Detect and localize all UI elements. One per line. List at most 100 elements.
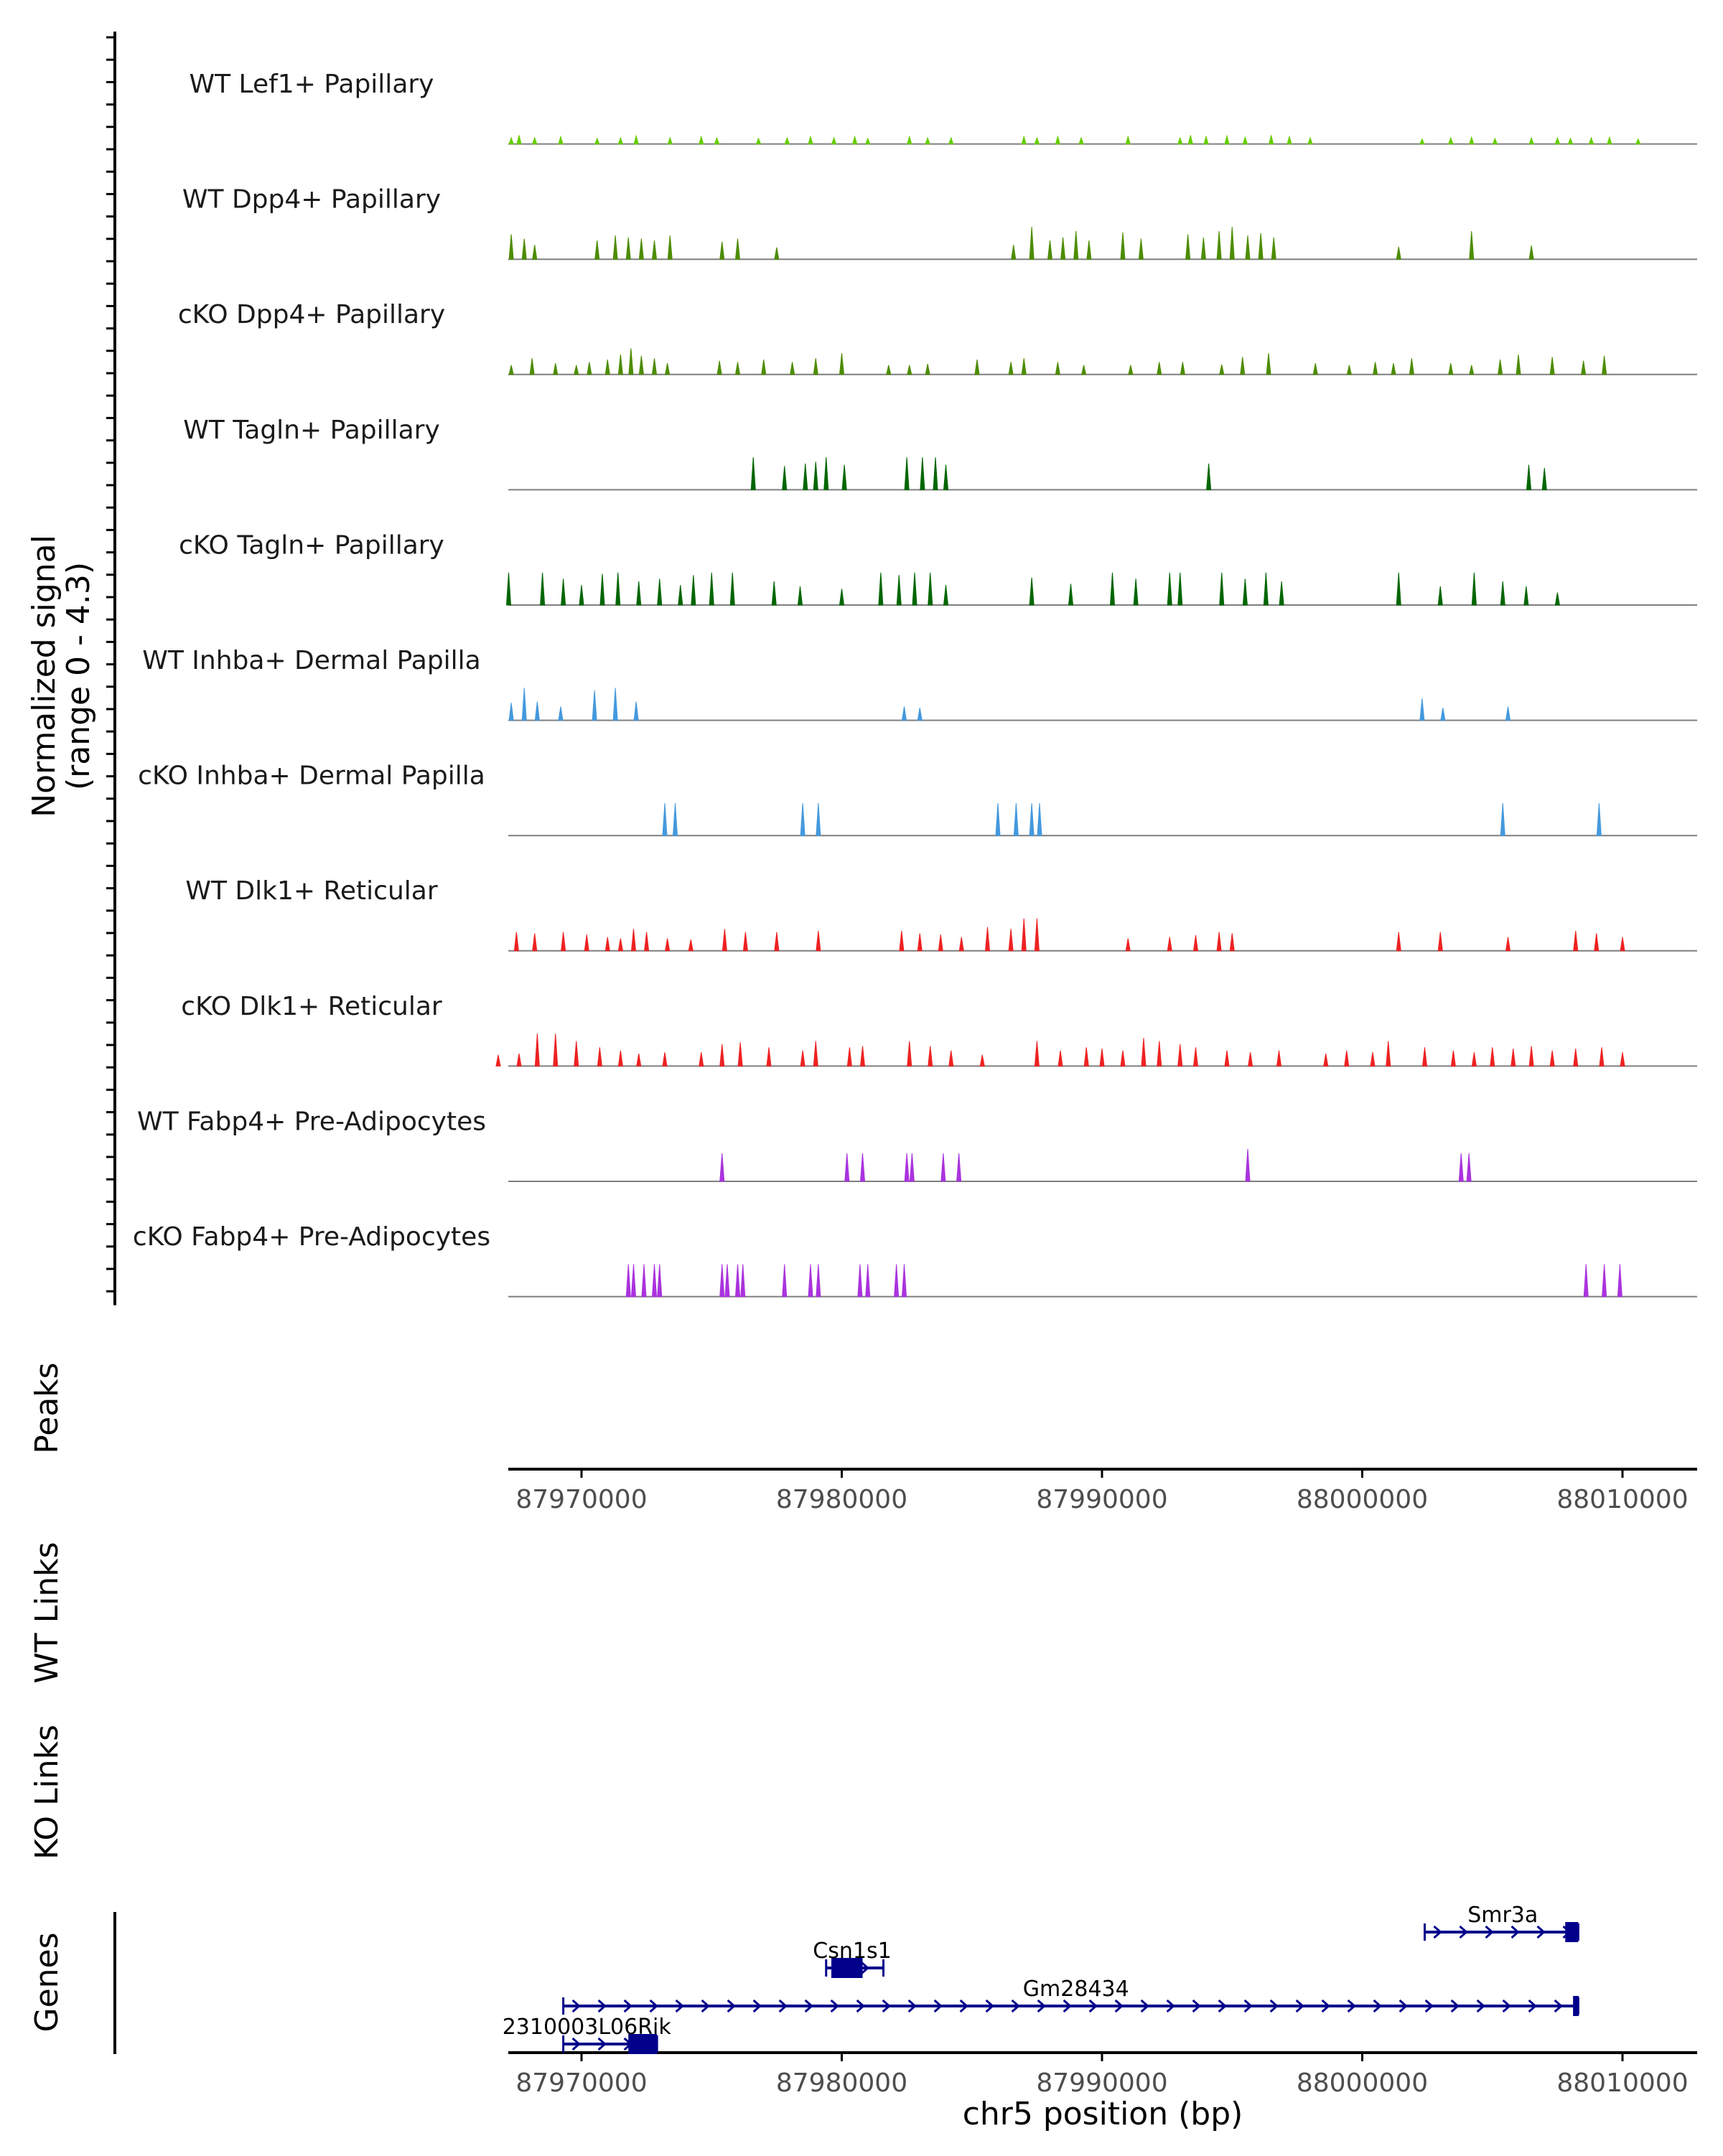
signal-peak bbox=[1510, 1048, 1516, 1067]
signal-peak bbox=[558, 135, 564, 145]
signal-peak bbox=[505, 572, 512, 606]
signal-peak bbox=[1617, 1264, 1622, 1298]
signal-peak bbox=[633, 701, 639, 721]
signal-peak bbox=[714, 136, 720, 145]
strand-arrow bbox=[1088, 1999, 1098, 2013]
signal-peak bbox=[1602, 355, 1607, 375]
strand-arrow bbox=[1424, 1999, 1434, 2013]
strand-arrow bbox=[1063, 1999, 1072, 2013]
signal-peak bbox=[816, 802, 821, 836]
signal-peak bbox=[816, 1264, 821, 1298]
signal-peak bbox=[1594, 933, 1600, 952]
signal-peak bbox=[734, 1264, 741, 1298]
gene-label: Smr3a bbox=[1467, 1903, 1538, 1928]
signal-peak bbox=[1180, 362, 1185, 375]
signal-peak bbox=[651, 1264, 658, 1298]
signal-peak bbox=[1034, 1041, 1040, 1067]
signal-peak bbox=[1567, 137, 1574, 145]
signal-peak bbox=[734, 238, 741, 260]
strand-arrow bbox=[1399, 1999, 1408, 2013]
signal-peak bbox=[1013, 802, 1019, 836]
signal-peak bbox=[1448, 363, 1454, 375]
signal-peak bbox=[800, 802, 806, 836]
strand-arrow bbox=[1502, 1999, 1511, 2013]
strand-arrow bbox=[1140, 1999, 1149, 2013]
signal-peak bbox=[1157, 362, 1162, 375]
strand-arrow bbox=[1433, 1925, 1442, 1939]
signal-peak bbox=[719, 1044, 725, 1067]
signal-peak bbox=[784, 136, 790, 145]
gene-exon bbox=[628, 2034, 658, 2054]
signal-peak bbox=[662, 1052, 668, 1067]
signal-peak bbox=[625, 1264, 631, 1298]
strand-arrow bbox=[1011, 1999, 1020, 2013]
strand-arrow bbox=[804, 1999, 813, 2013]
signal-peak bbox=[1055, 362, 1060, 375]
strand-arrow bbox=[1166, 1999, 1175, 2013]
signal-peak bbox=[896, 575, 902, 606]
peaks-x-axis: 87970000 87980000 87990000 88000000 88010000 bbox=[508, 1468, 1697, 1514]
strand-arrow bbox=[1114, 1999, 1124, 2013]
signal-peak bbox=[719, 1264, 725, 1298]
strand-arrow bbox=[1037, 1999, 1046, 2013]
strand-arrow bbox=[907, 1999, 917, 2013]
signal-peak bbox=[574, 1041, 579, 1067]
signal-peak bbox=[899, 930, 905, 952]
signal-peak bbox=[1258, 233, 1264, 260]
signal-peak bbox=[750, 457, 756, 490]
signal-peak bbox=[1471, 1052, 1477, 1067]
signal-peak bbox=[508, 365, 514, 375]
signal-peak bbox=[928, 572, 933, 606]
signal-peak bbox=[1370, 1052, 1376, 1067]
signal-peak bbox=[859, 1046, 866, 1067]
signal-peak bbox=[1505, 937, 1511, 952]
signal-peak bbox=[1602, 1264, 1607, 1298]
signal-peak bbox=[943, 464, 949, 490]
signal-peak bbox=[1083, 1047, 1089, 1067]
signal-peak bbox=[1240, 357, 1246, 375]
strand-arrow bbox=[1269, 1999, 1279, 2013]
signal-peak bbox=[901, 1264, 907, 1298]
signal-peak bbox=[979, 1054, 985, 1067]
signal-peak bbox=[1596, 802, 1602, 836]
signal-peak bbox=[1458, 1153, 1464, 1182]
signal-peak bbox=[574, 365, 579, 375]
signal-peak bbox=[508, 136, 514, 145]
signal-peak bbox=[579, 585, 584, 606]
signal-peak bbox=[1490, 1047, 1495, 1067]
track-cko-fabp4-pre-adipocytes: cKO Fabp4+ Pre-Adipocytes bbox=[133, 1222, 1697, 1298]
signal-peak bbox=[740, 1264, 746, 1298]
signal-peak bbox=[594, 240, 600, 260]
signal-peak bbox=[1128, 365, 1134, 375]
signal-peak bbox=[1200, 237, 1206, 260]
signal-peak bbox=[948, 136, 954, 145]
signal-peak bbox=[1505, 706, 1511, 721]
signal-peak bbox=[1492, 137, 1498, 145]
signal-peak bbox=[513, 932, 519, 952]
signal-peak bbox=[1588, 136, 1594, 145]
track-label: cKO Dpp4+ Papillary bbox=[178, 300, 445, 329]
signal-peak bbox=[1287, 135, 1292, 145]
signal-peak bbox=[1008, 929, 1014, 952]
signal-peak bbox=[532, 136, 538, 145]
signal-peak bbox=[1573, 930, 1579, 952]
signal-peak bbox=[584, 934, 589, 952]
signal-peak bbox=[1307, 136, 1313, 145]
signal-peak bbox=[651, 240, 658, 260]
signal-peak bbox=[630, 929, 637, 952]
signal-peak bbox=[800, 1050, 806, 1067]
signal-peak bbox=[625, 237, 631, 260]
x-axis-title: chr5 position (bp) bbox=[963, 2096, 1243, 2132]
signal-peak bbox=[844, 1153, 850, 1182]
track-cko-tagln-papillary: cKO Tagln+ Papillary bbox=[179, 530, 1697, 606]
strand-arrow bbox=[1295, 1999, 1304, 2013]
signal-peak bbox=[1419, 138, 1425, 145]
signal-peak bbox=[657, 1264, 663, 1298]
x-tick-label: 88010000 bbox=[1556, 2068, 1688, 2098]
gene-csn1s1: Csn1s1 bbox=[813, 1939, 892, 1978]
x-tick-label: 88000000 bbox=[1297, 1485, 1428, 1514]
signal-peak bbox=[904, 1153, 910, 1182]
coverage-ylabel-line1: Normalized signal bbox=[26, 535, 62, 817]
signal-peak bbox=[615, 572, 621, 606]
